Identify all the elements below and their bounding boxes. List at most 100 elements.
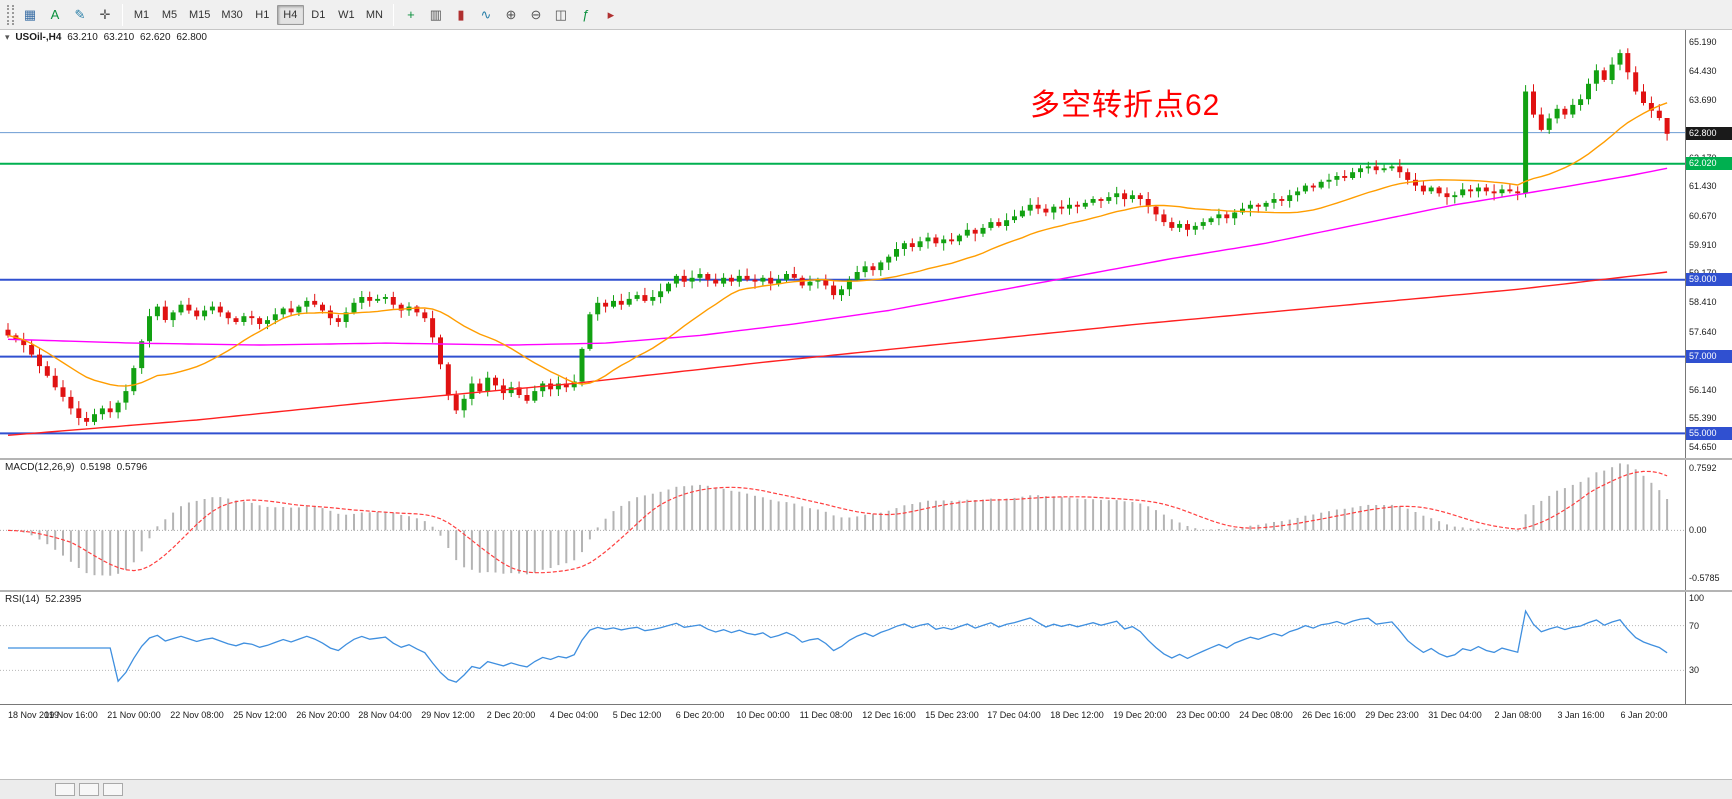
zoom-out-icon[interactable]: ⊖ bbox=[530, 6, 542, 22]
text-annotation-icon[interactable]: A bbox=[50, 7, 60, 22]
macd-scale[interactable]: 0.7592 0.00 -0.5785 bbox=[1685, 460, 1732, 590]
rsi-chart-svg[interactable] bbox=[0, 592, 1685, 704]
indicators-icon[interactable]: ƒ bbox=[582, 7, 590, 22]
time-axis-label: 22 Nov 08:00 bbox=[170, 710, 224, 720]
crosshair-icon[interactable]: ✛ bbox=[99, 6, 111, 22]
price-axis-label: 58.410 bbox=[1689, 297, 1717, 307]
moving-average-line bbox=[7, 167, 1668, 346]
main-price-pane[interactable]: ▾ USOil-,H4 63.210 63.210 62.620 62.800 … bbox=[0, 30, 1732, 458]
time-axis-label: 17 Dec 04:00 bbox=[987, 710, 1041, 720]
time-axis-label: 18 Dec 12:00 bbox=[1050, 710, 1104, 720]
time-axis-label: 12 Dec 16:00 bbox=[862, 710, 916, 720]
time-axis-label: 25 Nov 12:00 bbox=[233, 710, 287, 720]
chart-tab[interactable] bbox=[79, 783, 99, 796]
timeframe-m1-button[interactable]: M1 bbox=[133, 8, 150, 21]
chart-area: ▾ USOil-,H4 63.210 63.210 62.620 62.800 … bbox=[0, 30, 1732, 799]
moving-average-line bbox=[7, 102, 1668, 387]
rsi-label: RSI(14) bbox=[5, 594, 40, 605]
time-axis-label: 21 Nov 00:00 bbox=[107, 710, 161, 720]
price-axis-label: 60.670 bbox=[1689, 211, 1717, 221]
ohlc-high: 63.210 bbox=[103, 32, 135, 43]
timeframe-mn-button[interactable]: MN bbox=[365, 8, 383, 21]
toolbar-left-icon-group: ▦ A ✎ ✛ bbox=[18, 4, 117, 26]
zoom-in-icon[interactable]: ⊕ bbox=[505, 6, 517, 22]
rsi-pane[interactable]: RSI(14) 52.2395 100 70 30 bbox=[0, 592, 1732, 704]
time-axis[interactable]: 18 Nov 2019 19 Nov 16:00 21 Nov 00:00 22 No… bbox=[0, 704, 1732, 728]
hline-price-tag: 59.000 bbox=[1686, 273, 1732, 286]
time-axis-label: 19 Dec 20:00 bbox=[1113, 710, 1167, 720]
macd-label: MACD(12,26,9) bbox=[5, 462, 75, 473]
time-axis-label: 18 Nov 2019 bbox=[8, 710, 60, 720]
time-axis-label: 26 Dec 16:00 bbox=[1302, 710, 1356, 720]
time-axis-label: 19 Nov 16:00 bbox=[44, 710, 98, 720]
price-axis-label: 56.140 bbox=[1689, 385, 1717, 395]
price-axis-label: 55.390 bbox=[1689, 413, 1717, 423]
moving-average-line bbox=[7, 271, 1668, 436]
macd-pane[interactable]: MACD(12,26,9) 0.5198 0.5796 0.7592 0.00 -0… bbox=[0, 460, 1732, 590]
auto-scroll-icon[interactable]: ▸ bbox=[607, 6, 615, 22]
rsi-axis-label: 100 bbox=[1689, 593, 1705, 603]
bar-chart-icon[interactable]: ▥ bbox=[429, 6, 443, 22]
chart-text-annotation[interactable]: 多空转折点62 bbox=[1030, 89, 1221, 122]
ohlc-low: 62.620 bbox=[139, 32, 171, 43]
time-axis-label: 26 Nov 20:00 bbox=[296, 710, 350, 720]
hline-price-tag: 57.000 bbox=[1686, 350, 1732, 363]
rsi-scale[interactable]: 100 70 30 bbox=[1685, 592, 1732, 704]
current-price-tag: 62.800 bbox=[1686, 127, 1732, 140]
timeframe-m15-button[interactable]: M15 bbox=[189, 8, 211, 21]
rsi-axis-label: 70 bbox=[1689, 621, 1700, 631]
line-chart-icon[interactable]: ∿ bbox=[480, 6, 492, 22]
tile-windows-icon[interactable]: ◫ bbox=[554, 6, 568, 22]
timeframe-d1-button[interactable]: D1 bbox=[311, 8, 326, 21]
timeframe-m30-button[interactable]: M30 bbox=[221, 8, 243, 21]
candles-group bbox=[5, 48, 1670, 426]
one-click-trading-toggle-icon[interactable]: ▾ bbox=[5, 32, 10, 42]
rsi-line bbox=[8, 609, 1668, 683]
time-axis-label: 31 Dec 04:00 bbox=[1428, 710, 1482, 720]
time-axis-label: 11 Dec 08:00 bbox=[799, 710, 853, 720]
timeframe-w1-button[interactable]: W1 bbox=[338, 8, 355, 21]
hline-price-tag: 62.020 bbox=[1686, 157, 1732, 170]
macd-axis-label: -0.5785 bbox=[1689, 573, 1720, 583]
macd-chart-svg[interactable] bbox=[0, 460, 1685, 590]
time-axis-label: 4 Dec 04:00 bbox=[549, 710, 599, 720]
time-axis-label: 2 Dec 20:00 bbox=[486, 710, 536, 720]
price-chart-svg[interactable] bbox=[0, 30, 1685, 458]
macd-main-value: 0.5198 bbox=[80, 462, 111, 473]
rsi-axis-label: 30 bbox=[1689, 665, 1700, 675]
timeframe-m5-button[interactable]: M5 bbox=[161, 8, 178, 21]
chart-tab[interactable] bbox=[55, 783, 75, 796]
time-axis-label: 10 Dec 00:00 bbox=[736, 710, 790, 720]
ohlc-open: 63.210 bbox=[67, 32, 98, 43]
candlestick-chart-icon[interactable]: ▮ bbox=[457, 6, 465, 22]
chart-window-icon[interactable]: ▦ bbox=[23, 6, 37, 22]
time-axis-label: 6 Jan 20:00 bbox=[1620, 710, 1668, 720]
chart-title: ▾ USOil-,H4 63.210 63.210 62.620 62.800 bbox=[5, 32, 210, 43]
time-axis-label: 23 Dec 00:00 bbox=[1176, 710, 1230, 720]
price-axis-label: 57.640 bbox=[1689, 327, 1717, 337]
time-axis-label: 24 Dec 08:00 bbox=[1239, 710, 1293, 720]
time-axis-label: 15 Dec 23:00 bbox=[925, 710, 979, 720]
macd-axis-label: 0.00 bbox=[1689, 525, 1707, 535]
toolbar-separator bbox=[122, 3, 123, 26]
macd-signal-value: 0.5796 bbox=[116, 462, 148, 473]
toolbar-grip[interactable] bbox=[7, 4, 14, 25]
timeframe-h1-button[interactable]: H1 bbox=[255, 8, 270, 21]
timeframe-group: M1 M5 M15 M30 H1 H4 D1 W1 MN bbox=[128, 4, 388, 25]
chart-tab[interactable] bbox=[103, 783, 123, 796]
ohlc-close: 62.800 bbox=[176, 32, 207, 43]
new-order-icon[interactable]: + bbox=[407, 7, 415, 22]
toolbar-right-icon-group: + ▥ ▮ ∿ ⊕ ⊖ ◫ ƒ ▸ bbox=[399, 4, 623, 26]
price-axis-label: 61.430 bbox=[1689, 181, 1717, 191]
time-axis-label: 29 Dec 23:00 bbox=[1365, 710, 1419, 720]
price-scale[interactable]: 65.19064.43063.69062.17061.43060.67059.9… bbox=[1685, 30, 1732, 458]
hline-price-tag: 55.000 bbox=[1686, 427, 1732, 440]
macd-axis-label: 0.7592 bbox=[1689, 463, 1717, 473]
pane-separator[interactable] bbox=[0, 590, 1732, 592]
pane-separator[interactable] bbox=[0, 458, 1732, 460]
status-strip bbox=[0, 779, 1732, 799]
draw-pen-icon[interactable]: ✎ bbox=[74, 6, 86, 22]
time-axis-label: 6 Dec 20:00 bbox=[675, 710, 725, 720]
timeframe-h4-button[interactable]: H4 bbox=[276, 4, 304, 25]
